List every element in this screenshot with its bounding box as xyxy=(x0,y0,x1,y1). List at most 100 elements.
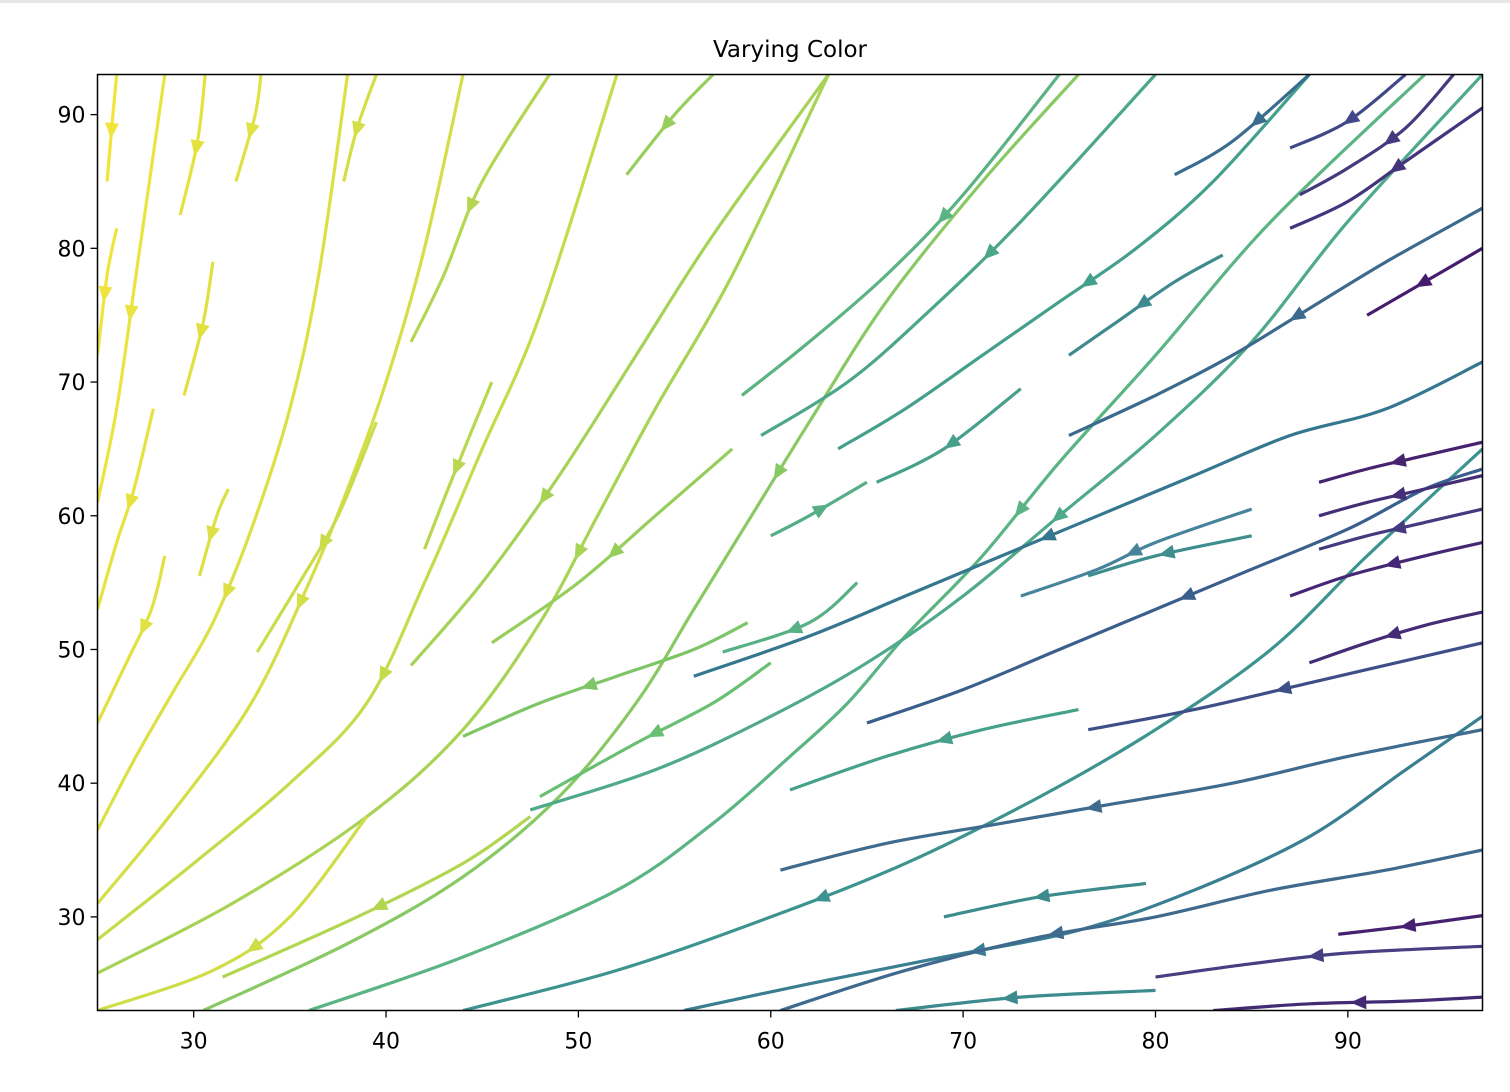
streamlines-group xyxy=(97,74,1483,1011)
streamline-arrow xyxy=(539,487,555,505)
streamline xyxy=(529,74,1483,812)
streamline-arrow xyxy=(352,120,366,138)
streamline-arrow xyxy=(574,542,589,560)
x-tick-label: 70 xyxy=(949,1030,977,1055)
streamline-arrow xyxy=(452,458,466,476)
y-tick-label: 50 xyxy=(58,638,86,663)
streamline-arrow xyxy=(607,542,625,559)
y-tick-label: 70 xyxy=(58,371,86,396)
streamline xyxy=(97,227,119,356)
streamline-arrow xyxy=(647,723,665,738)
streamline xyxy=(105,74,119,182)
streamline xyxy=(490,447,734,645)
streamline-arrow xyxy=(1001,990,1018,1005)
streamline-arrow xyxy=(1384,625,1402,640)
y-tick-label: 90 xyxy=(58,104,86,129)
streamline xyxy=(1068,206,1483,437)
streamline-arrow xyxy=(1047,925,1065,940)
streamline-arrow xyxy=(660,114,677,132)
streamline-arrow xyxy=(105,122,120,139)
streamline-arrow xyxy=(467,196,480,214)
axes-group: 30 40 50 60 70 80 90 30 40 50 60 70 80 90 xyxy=(58,104,1362,1055)
streamline xyxy=(866,467,1483,725)
streamline xyxy=(760,74,1157,437)
streamline-arrow xyxy=(1275,680,1293,695)
streamline-arrow xyxy=(1125,542,1144,556)
streamline-arrow xyxy=(1033,888,1051,903)
streamline xyxy=(789,708,1079,792)
streamline-arrow xyxy=(773,462,788,480)
streamline-arrow xyxy=(983,243,1000,260)
streamline-arrow xyxy=(140,617,154,636)
streamline xyxy=(1213,995,1483,1011)
streamline-arrow xyxy=(125,493,139,511)
streamline-arrow xyxy=(223,582,237,600)
streamline xyxy=(1289,106,1483,230)
streamline xyxy=(97,74,465,905)
streamline xyxy=(462,621,749,738)
streamline xyxy=(202,74,1080,1011)
x-tick-label: 30 xyxy=(180,1030,208,1055)
streamline xyxy=(182,261,215,396)
y-tick-label: 80 xyxy=(58,237,86,262)
streamline xyxy=(779,848,1483,1011)
streamline-arrow xyxy=(1343,109,1361,125)
streamline-arrow xyxy=(1178,587,1197,600)
streamline xyxy=(722,581,859,654)
streamline xyxy=(1155,944,1483,979)
streamline xyxy=(895,988,1156,1011)
streamline xyxy=(1289,540,1483,598)
streamline-arrow xyxy=(1085,799,1103,813)
plot-frame xyxy=(96,73,1484,1012)
streamline-arrow xyxy=(1389,453,1407,467)
streamline-arrow xyxy=(1307,948,1325,963)
streamline xyxy=(770,480,868,538)
streamline-arrow xyxy=(246,122,260,140)
streamline-arrow xyxy=(379,665,393,683)
streamline-arrow xyxy=(1250,110,1268,127)
streamline xyxy=(221,815,532,979)
streamline-arrow xyxy=(1014,500,1030,518)
streamline-arrow xyxy=(580,676,599,690)
streamline-arrow xyxy=(1350,995,1367,1010)
streamline-arrow xyxy=(98,285,113,303)
streamline-arrow xyxy=(124,304,139,322)
streamline-arrow xyxy=(813,888,831,902)
streamline-arrow xyxy=(1383,130,1401,146)
streamline xyxy=(875,387,1022,484)
streamline-arrow xyxy=(319,533,334,551)
streamline-arrow xyxy=(1389,157,1407,173)
streamline-arrow xyxy=(1080,272,1098,288)
x-tick-label: 50 xyxy=(564,1030,592,1055)
streamline-arrow xyxy=(206,525,220,543)
window-top-border xyxy=(0,0,1510,3)
x-tick-label: 60 xyxy=(757,1030,785,1055)
y-tick-label: 30 xyxy=(58,906,86,931)
streamline xyxy=(197,488,230,577)
streamline xyxy=(1087,641,1483,732)
streamline xyxy=(97,555,167,724)
streamline-arrow xyxy=(246,937,264,953)
y-tick-label: 60 xyxy=(58,505,86,530)
streamline xyxy=(625,74,715,176)
streamline-arrow xyxy=(1039,527,1057,541)
streamline-arrow xyxy=(1389,520,1407,534)
y-tick-label: 40 xyxy=(58,772,86,797)
x-tick-label: 90 xyxy=(1334,1030,1362,1055)
streamline xyxy=(683,714,1483,1011)
streamline xyxy=(539,661,772,798)
streamline-arrow xyxy=(936,730,954,745)
streamline xyxy=(409,74,551,343)
streamline xyxy=(693,360,1483,678)
streamline-arrow xyxy=(1389,486,1407,501)
streamline-arrow xyxy=(190,139,205,157)
streamline-arrow xyxy=(371,897,389,911)
streamline xyxy=(1173,74,1311,177)
streamline-arrow xyxy=(296,592,310,611)
streamline xyxy=(780,728,1483,872)
streamline-arrow xyxy=(937,206,954,224)
streamline xyxy=(1299,74,1455,197)
streamline-arrow xyxy=(1135,294,1153,309)
streamline-arrow xyxy=(1384,555,1402,569)
